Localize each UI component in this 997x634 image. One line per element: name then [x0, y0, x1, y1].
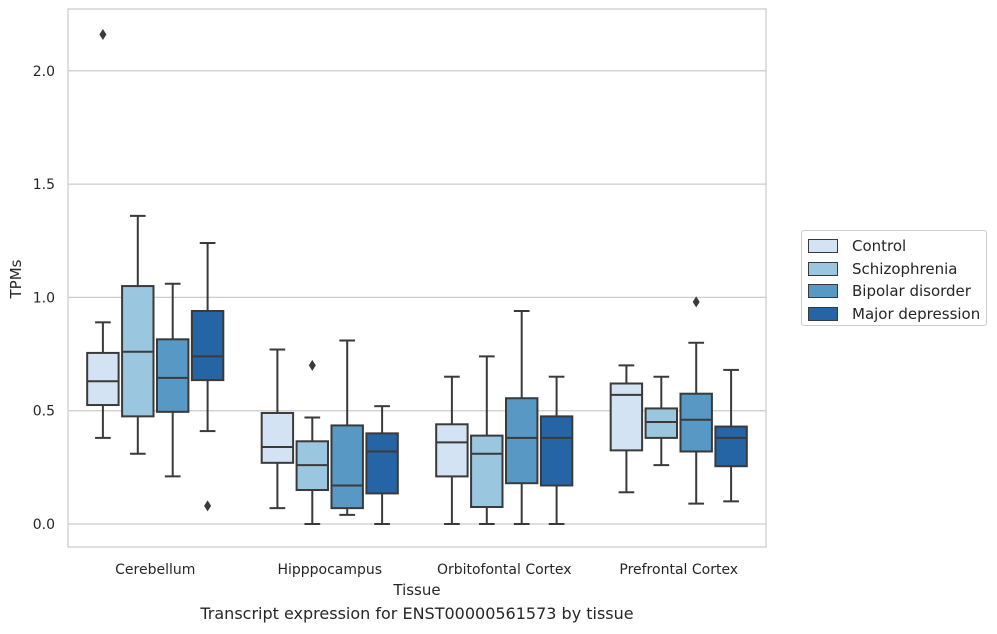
legend-item: Control	[808, 235, 980, 258]
legend-item: Major depression	[808, 303, 980, 326]
legend-swatch	[808, 239, 838, 254]
outlier-point	[204, 500, 212, 512]
legend-item: Schizophrenia	[808, 258, 980, 281]
box-iqr	[86, 351, 120, 407]
outlier-point	[99, 29, 107, 41]
box-major-depression	[539, 375, 574, 525]
box-major-depression	[190, 242, 225, 512]
figure-caption: Transcript expression for ENST0000056157…	[200, 604, 634, 623]
box-iqr	[504, 397, 539, 485]
x-axis-label: Tissue	[392, 581, 440, 599]
legend-label: Control	[852, 237, 907, 256]
box-iqr	[155, 338, 190, 413]
box-iqr	[609, 382, 644, 452]
outlier-point	[308, 359, 316, 371]
box-iqr	[644, 407, 679, 439]
box-iqr	[470, 434, 504, 509]
box-schizophrenia	[644, 375, 679, 467]
box-iqr	[435, 423, 469, 478]
box-iqr	[190, 309, 225, 382]
legend-swatch	[808, 261, 838, 276]
legend-label: Bipolar disorder	[852, 282, 971, 301]
x-tick-label: Hipppocampus	[277, 562, 382, 578]
y-tick-label: 1.5	[33, 177, 55, 193]
box-control	[86, 29, 120, 439]
box-iqr	[539, 415, 574, 487]
box-control	[609, 364, 644, 494]
legend-item: Bipolar disorder	[808, 280, 980, 303]
legend: Control Schizophrenia Bipolar disorder Majo…	[801, 230, 987, 326]
box-iqr	[330, 424, 364, 510]
box-bipolar-disorder	[330, 339, 364, 516]
box-iqr	[679, 392, 713, 453]
box-iqr	[260, 411, 295, 464]
box-major-depression	[365, 405, 399, 525]
legend-label: Schizophrenia	[852, 259, 958, 278]
legend-swatch	[808, 284, 838, 299]
x-tick-label: Cerebellum	[115, 562, 195, 578]
outlier-point	[692, 296, 700, 308]
box-schizophrenia	[295, 359, 330, 525]
y-tick-label: 0.0	[33, 517, 55, 533]
y-tick-labels: 0.0 0.5 1.0 1.5 2.0	[33, 64, 55, 533]
x-tick-label: Prefrontal Cortex	[619, 562, 738, 578]
box-control	[435, 375, 469, 525]
y-tick-label: 2.0	[33, 64, 55, 80]
legend-swatch	[808, 306, 838, 321]
legend-label: Major depression	[852, 304, 981, 323]
box-major-depression	[714, 368, 748, 503]
box-bipolar-disorder	[679, 296, 713, 505]
box-iqr	[714, 425, 748, 468]
y-axis-label: TPMs	[7, 259, 25, 299]
boxes	[86, 29, 748, 525]
box-iqr	[365, 432, 399, 495]
box-bipolar-disorder	[504, 309, 539, 525]
x-tick-labels: Cerebellum Hipppocampus Orbitofontal Corte…	[115, 562, 738, 578]
y-tick-label: 0.5	[33, 404, 55, 420]
plot-frame	[67, 8, 767, 548]
box-control	[260, 348, 295, 510]
y-tick-label: 1.0	[33, 290, 55, 306]
box-schizophrenia	[470, 355, 504, 525]
box-bipolar-disorder	[155, 282, 190, 478]
box-schizophrenia	[121, 214, 155, 455]
x-tick-label: Orbitofontal Cortex	[437, 562, 572, 578]
